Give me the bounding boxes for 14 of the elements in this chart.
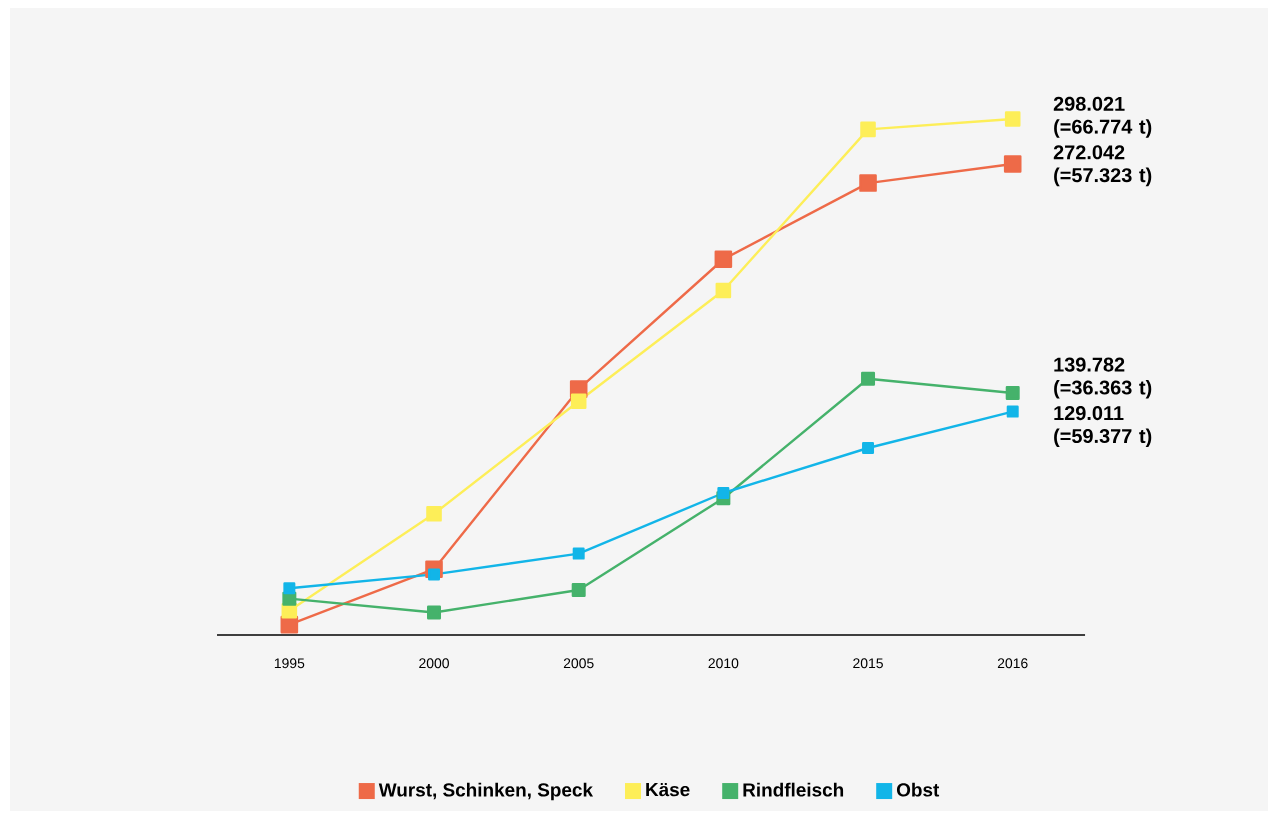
x-tick-label: 2015 <box>853 658 883 669</box>
x-tick-label: 2005 <box>563 658 594 669</box>
x-tick-label: 2016 <box>997 658 1028 669</box>
x-tick-label: 1995 <box>274 658 305 669</box>
legend-label: Käse <box>646 782 690 797</box>
legend-label: Rindfleisch <box>743 782 844 797</box>
data-label: 272.042 (=57.323 t) <box>1053 145 1152 187</box>
x-tick-label: 2010 <box>708 658 739 669</box>
legend-label: Wurst, Schinken, Speck <box>378 782 594 801</box>
data-label: 298.021 (=66.774 t) <box>1053 96 1152 138</box>
data-label: 129.011 (=59.377 t) <box>1054 406 1152 447</box>
x-tick-label: 2000 <box>419 658 449 669</box>
legend-label: Obst <box>896 782 940 797</box>
data-label: 139.782 (=36.363 t) <box>1054 357 1152 399</box>
